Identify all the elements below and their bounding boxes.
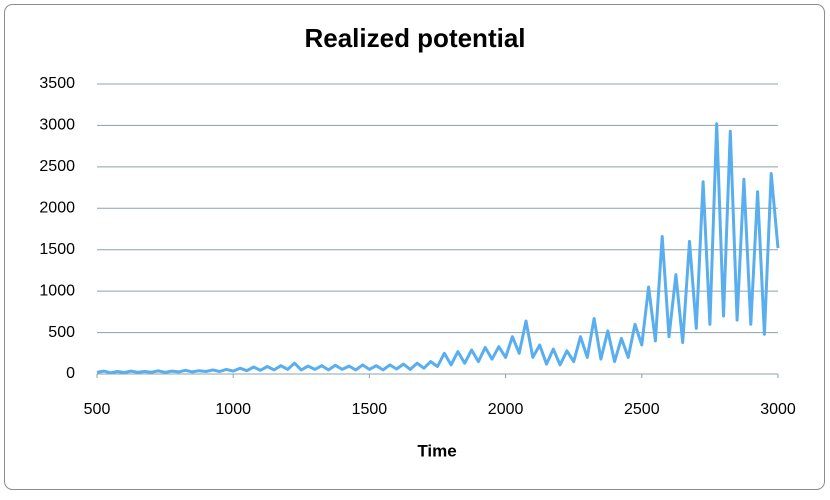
x-axis-label: Time — [417, 441, 456, 460]
y-tick-label: 500 — [48, 324, 75, 341]
chart-title: Realized potential — [304, 23, 525, 53]
y-tick-label: 2000 — [39, 200, 75, 217]
y-tick-label: 3500 — [39, 75, 75, 92]
y-tick-label: 1500 — [39, 241, 75, 258]
x-tick-label: 2000 — [488, 401, 524, 418]
data-line — [96, 122, 780, 375]
x-tick-label: 500 — [84, 401, 111, 418]
y-tick-label: 2500 — [39, 158, 75, 175]
y-tick-label: 0 — [66, 365, 75, 382]
y-tick-label: 1000 — [39, 282, 75, 299]
x-tick-label: 3000 — [760, 401, 796, 418]
y-tick-label: 3000 — [39, 117, 75, 134]
x-tick-label: 1500 — [352, 401, 388, 418]
x-tick-label: 1000 — [215, 401, 251, 418]
x-tick-label: 2500 — [624, 401, 660, 418]
